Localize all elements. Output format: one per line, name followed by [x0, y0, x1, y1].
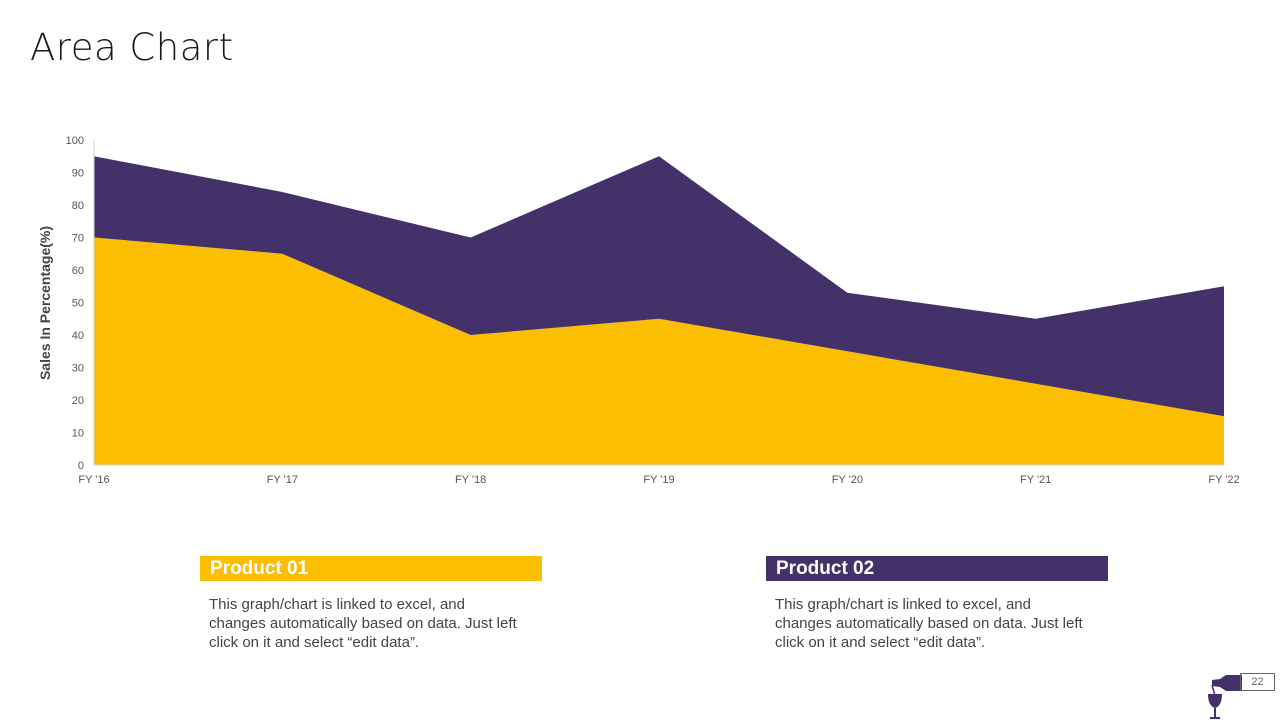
y-tick-label: 30: [72, 363, 84, 375]
y-tick-label: 90: [72, 168, 84, 180]
page-number: 22: [1240, 673, 1275, 691]
product-02-header: Product 02: [766, 556, 1108, 581]
x-tick-label: FY '19: [643, 474, 674, 486]
product-02-description: This graph/chart is linked to excel, and…: [775, 596, 1083, 651]
y-tick-label: 50: [72, 298, 84, 310]
x-tick-label: FY '17: [267, 474, 298, 486]
y-axis-title: Sales In Percentage(%): [37, 226, 53, 380]
wine-bottle-glass-icon: [1208, 675, 1242, 719]
chart-areas: [94, 156, 1224, 465]
product-01-header: Product 01: [200, 556, 542, 581]
x-tick-label: FY '18: [455, 474, 486, 486]
y-tick-label: 0: [78, 460, 84, 472]
x-tick-label: FY '16: [78, 474, 109, 486]
slide-title: Area Chart: [30, 26, 234, 69]
x-tick-labels: FY '16 FY '17 FY '18 FY '19 FY '20 FY '21 FY '…: [78, 474, 1239, 486]
y-tick-label: 60: [72, 265, 84, 277]
product-02-box: Product 02 This graph/chart is linked to…: [766, 556, 1108, 652]
x-tick-label: FY '20: [832, 474, 863, 486]
y-tick-labels: 0 10 20 30 40 50 60 70 80 90 100: [66, 135, 84, 472]
product-01-description: This graph/chart is linked to excel, and…: [209, 596, 517, 651]
y-tick-label: 80: [72, 200, 84, 212]
x-tick-label: FY '22: [1208, 474, 1239, 486]
y-tick-label: 20: [72, 395, 84, 407]
y-tick-label: 100: [66, 135, 84, 147]
x-tick-label: FY '21: [1020, 474, 1051, 486]
y-tick-label: 40: [72, 330, 84, 342]
y-tick-label: 70: [72, 233, 84, 245]
y-tick-label: 10: [72, 428, 84, 440]
area-series-2: [94, 156, 1224, 417]
product-01-box: Product 01 This graph/chart is linked to…: [200, 556, 542, 652]
